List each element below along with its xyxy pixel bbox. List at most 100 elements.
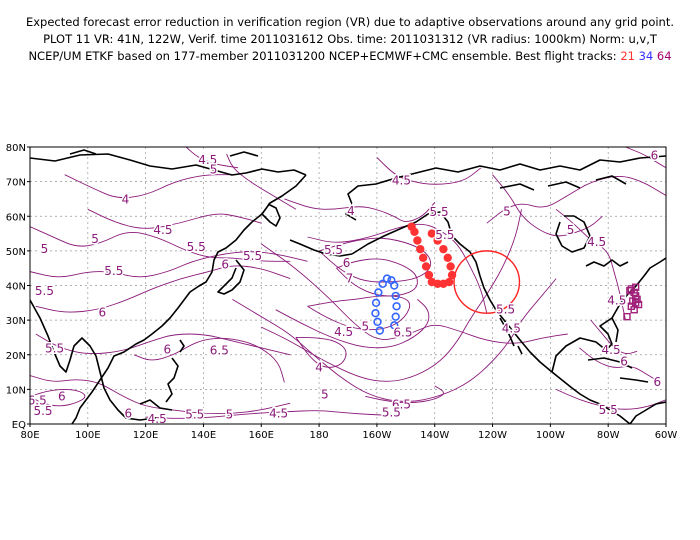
track-label-34: 34	[638, 49, 654, 63]
vr-circle-outline	[453, 250, 521, 314]
contour-line	[145, 410, 389, 419]
contour-value-label: 5	[91, 232, 99, 246]
contour-value-label: 4	[347, 204, 355, 218]
contour-line	[30, 251, 308, 278]
coast-kamchatka	[261, 203, 281, 227]
contour-value-label: 5	[503, 205, 511, 219]
coast-japan	[217, 259, 245, 295]
track-34-point	[375, 326, 384, 335]
contour-value-label: 5	[567, 223, 575, 237]
flight-track-21	[407, 222, 457, 288]
contour-value-label: 4	[315, 361, 323, 375]
latitude-tick-label: 60N	[6, 212, 26, 223]
longitude-tick-label: 120W	[478, 430, 507, 441]
contour-value-label: 5.5	[496, 302, 515, 316]
contour-value-label: 6.5	[392, 397, 411, 411]
coast-alaska-south	[351, 211, 481, 277]
track-21-point	[410, 227, 419, 237]
track-21-point	[439, 244, 448, 254]
title-line-3: NCEP/UM ETKF based on 177-member 2011031…	[0, 48, 700, 65]
coast-arctic-islands	[69, 149, 627, 191]
contour-value-label: 4.5	[334, 325, 353, 339]
contour-line	[284, 198, 436, 222]
contour-value-label: 4.5	[269, 407, 288, 421]
contour-value-label: 5.5	[382, 406, 401, 420]
latitude-tick-label: 20N	[6, 351, 26, 362]
track-34-point	[391, 291, 400, 301]
coast-india	[30, 299, 97, 373]
track-34-point	[374, 288, 383, 297]
track-34-point	[378, 279, 387, 288]
contour-value-label: 5.5	[435, 228, 454, 242]
coast-florida-caribbean	[587, 317, 649, 383]
contour-value-label: 5.5	[45, 342, 64, 356]
contour-line	[30, 375, 291, 415]
track-34-point	[390, 321, 399, 330]
coast-baja	[499, 317, 523, 355]
contour-value-label: 5.5	[599, 403, 618, 417]
contour-value-label: 6.5	[28, 393, 47, 407]
longitude-tick-label: 60W	[655, 430, 678, 441]
contour-value-label: 5.5	[104, 264, 123, 278]
track-21-point	[446, 262, 455, 271]
coast-north-america-east	[611, 257, 666, 319]
tick-marks	[27, 146, 667, 427]
track-21-point	[413, 236, 422, 245]
contour-line	[376, 157, 482, 185]
contour-line	[590, 319, 638, 355]
contour-line	[30, 388, 86, 407]
contour-value-label: 6.5	[210, 344, 229, 358]
contour-value-label: 4.5	[602, 343, 621, 357]
contour-value-label: 6	[654, 375, 662, 389]
longitude-tick-label: 140W	[420, 430, 449, 441]
contour-line	[133, 337, 285, 383]
contour-value-label: 6.5	[393, 326, 412, 340]
contour-value-label: 5.5	[35, 284, 54, 298]
track-21-point	[443, 253, 452, 262]
title-line-1: Expected forecast error reduction in ver…	[25, 15, 675, 29]
contour-value-label: 5	[321, 388, 329, 402]
contour-line	[30, 226, 291, 262]
longitude-tick-label: 80W	[597, 430, 620, 441]
latitude-tick-label: 50N	[6, 247, 26, 258]
contour-value-label: 6	[98, 306, 106, 320]
track-21-point	[433, 236, 442, 245]
contour-line	[295, 336, 347, 368]
contour-value-label: 5.5	[187, 240, 206, 254]
title-line-2: PLOT 11 VR: 41N, 122W, Verif. time 20110…	[43, 32, 657, 46]
contour-value-label: 6	[343, 256, 351, 270]
contour-line	[261, 209, 522, 382]
track-21-point	[444, 277, 454, 287]
latitude-tick-label: 70N	[6, 178, 26, 189]
latitude-labels: EQ 10N 20N 30N 40N 50N 60N 70N 80N	[6, 143, 26, 431]
contour-line	[275, 299, 430, 349]
contour-value-label: 4	[122, 192, 130, 206]
coast-north-america-west	[479, 275, 631, 424]
latitude-tick-label: 80N	[6, 143, 26, 154]
coast-canada-arctic	[411, 155, 666, 175]
contour-line	[35, 333, 291, 356]
contour-value-label: 4.5	[198, 153, 217, 167]
contour-value-label: 6	[124, 407, 132, 421]
contour-value-label: 5	[41, 242, 49, 256]
flight-track-34	[371, 274, 401, 335]
coast-asia-arctic	[30, 153, 307, 176]
contour-value-label: 4.5	[153, 223, 172, 237]
track-21-point	[433, 279, 442, 288]
longitude-tick-label: 160W	[362, 430, 391, 441]
track-64-point	[626, 286, 634, 295]
title-block: Expected forecast error reduction in ver…	[0, 14, 700, 65]
contour-value-label: 6	[620, 355, 628, 369]
track-21-point	[447, 270, 457, 280]
track-label-64: 64	[656, 49, 672, 63]
contour-value-label: 4.5	[502, 321, 521, 335]
latitude-tick-label: 10N	[6, 385, 26, 396]
contour-value-label: 5	[226, 407, 234, 421]
contour-line	[64, 174, 233, 199]
contour-line	[336, 258, 418, 297]
contour-line	[486, 176, 666, 224]
coast-east-asia	[71, 174, 307, 424]
longitude-tick-label: 80E	[20, 430, 39, 441]
coast-great-lakes	[585, 259, 629, 267]
